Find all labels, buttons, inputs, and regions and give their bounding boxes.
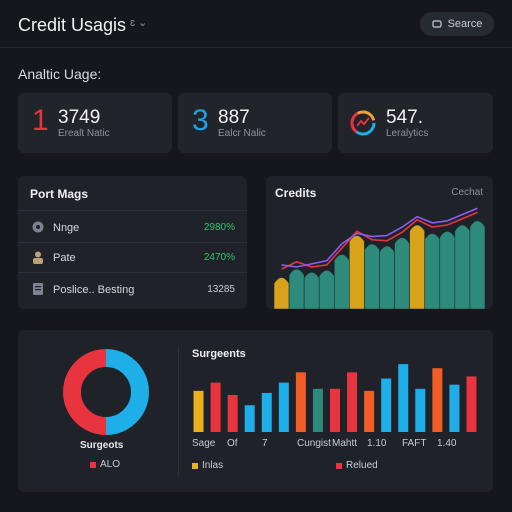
stat-number: 3 — [192, 104, 209, 137]
legend-label: Relued — [346, 460, 378, 471]
legend-swatch — [336, 462, 342, 469]
credits-column — [288, 268, 305, 309]
divider — [18, 242, 247, 243]
credits-column — [274, 277, 290, 309]
port-maps-panel: Port Mags Nnge 2980% Pate 2470% Poslice.… — [18, 176, 247, 309]
user-icon — [33, 251, 43, 264]
section-title: Analtic Uage: — [18, 66, 102, 82]
bar — [312, 388, 323, 432]
bar-chart — [193, 364, 477, 432]
x-tick-label: 1.10 — [367, 438, 387, 449]
bar — [210, 382, 221, 432]
panel-title: Port Mags — [30, 187, 89, 201]
x-tick-label: Cungist — [297, 438, 331, 449]
bar-chart-title: Surgeents — [192, 348, 246, 360]
gear-icon — [32, 221, 44, 233]
stat-caption: Erealt Natic — [58, 128, 110, 139]
x-tick-label: FAFT — [402, 438, 427, 449]
legend-swatch — [192, 462, 198, 469]
stat-value: 887 — [218, 107, 250, 128]
legend-swatch — [90, 461, 96, 468]
x-tick-label: 7 — [262, 438, 268, 449]
credits-column — [364, 243, 380, 309]
stat-caption: Ealcr Nalic — [218, 128, 266, 139]
credits-column — [409, 224, 426, 309]
divider — [18, 272, 247, 273]
top-bar: Credit Usagis ɛ ⌄ Searce — [0, 0, 512, 48]
bar — [364, 390, 375, 432]
credits-column — [318, 269, 335, 309]
search-label: Searce — [447, 18, 483, 30]
credits-column — [469, 220, 485, 309]
credits-column — [349, 235, 365, 309]
credits-line — [281, 211, 478, 270]
stat-card-1[interactable]: 1 3749 Erealt Natic — [18, 93, 172, 153]
bar-legend-item: Inlas — [192, 460, 223, 471]
credits-column — [394, 237, 410, 309]
segments-panel: Surgeots ALO Surgeents Sage Of 7 Cungist Mah… — [18, 330, 493, 492]
credits-line — [281, 207, 478, 268]
bar — [330, 388, 340, 432]
stat-value: 3749 — [58, 107, 101, 128]
stat-value: 547. — [386, 107, 423, 128]
bar — [415, 388, 426, 432]
list-item-value: 2980% — [203, 222, 235, 233]
list-item-label: Nnge — [53, 222, 80, 234]
credits-panel: Credits Cechat — [266, 176, 493, 309]
stat-card-2[interactable]: 3 887 Ealcr Nalic — [178, 93, 332, 153]
bar — [244, 405, 255, 432]
credits-chart — [274, 207, 485, 309]
x-tick-label: Of — [227, 438, 238, 449]
title-dropdown-icon[interactable]: ɛ ⌄ — [130, 17, 148, 29]
stat-card-3[interactable]: 547. Leralytics — [338, 93, 493, 153]
credits-column — [439, 231, 456, 309]
donut-slice — [105, 349, 149, 435]
credits-column — [333, 254, 350, 309]
bar — [295, 372, 306, 432]
donut-chart — [63, 349, 149, 435]
credits-link[interactable]: Cechat — [451, 187, 483, 198]
credits-column — [379, 245, 395, 309]
bar — [347, 372, 358, 432]
bar — [466, 376, 477, 432]
bar — [449, 384, 460, 432]
credits-column — [424, 233, 441, 309]
bar-legend-item: Relued — [336, 460, 378, 471]
bar — [398, 364, 409, 432]
list-item-value: 2470% — [203, 252, 235, 263]
x-tick-label: Mahtt — [332, 438, 358, 449]
bar — [432, 368, 443, 432]
legend-label: Inlas — [202, 460, 224, 471]
x-tick-label: Sage — [192, 438, 216, 449]
list-item-label: Poslice.. Besting — [53, 284, 135, 296]
donut-slice — [63, 349, 107, 435]
document-icon — [33, 283, 43, 295]
x-tick-label: 1.40 — [437, 438, 457, 449]
search-icon — [431, 20, 442, 28]
stat-number: 1 — [32, 104, 49, 137]
bar — [381, 378, 392, 432]
divider — [18, 210, 247, 211]
list-item-value: 13285 — [207, 284, 235, 295]
bar-x-axis: Sage Of 7 Cungist Mahtt 1.10 FAFT 1.40 — [190, 438, 480, 452]
bar — [278, 382, 289, 432]
bar — [227, 394, 238, 432]
donut-caption: Surgeots — [80, 440, 124, 451]
panel-title: Credits — [275, 186, 317, 200]
divider — [178, 346, 179, 476]
analytics-ring-icon — [350, 110, 376, 136]
legend-label: ALO — [100, 459, 121, 470]
stat-caption: Leralytics — [386, 128, 429, 139]
credits-column — [303, 271, 320, 309]
donut-legend: ALO — [90, 459, 120, 470]
search-button[interactable]: Searce — [420, 12, 494, 36]
credits-column — [454, 224, 471, 309]
list-item-label: Pate — [53, 252, 76, 264]
bar — [193, 390, 204, 432]
bar — [261, 392, 272, 432]
app-title: Credit Usagis — [18, 15, 127, 35]
